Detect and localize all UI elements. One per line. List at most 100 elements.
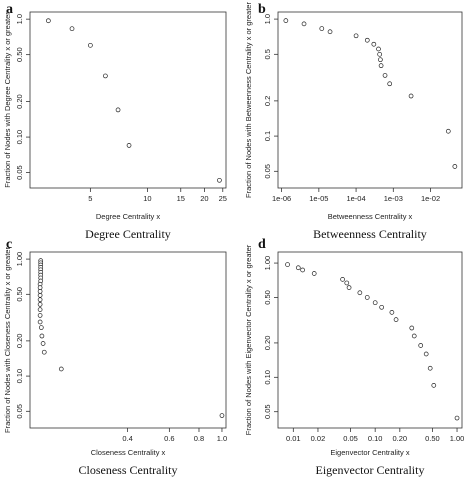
data-point — [364, 295, 370, 300]
data-point — [327, 29, 333, 35]
panel-d: d 0.01 0.02 0.05 0.10 0.20 0.50 1.00 1.00 0.50 0.2… — [244, 237, 464, 477]
data-point — [58, 366, 64, 372]
data-point — [378, 57, 383, 63]
panel-letter: c — [6, 237, 12, 252]
y-axis-label: Fraction of Nodes with Eigenvector Centr… — [244, 244, 253, 435]
x-axis-label: Degree Centrality x — [96, 212, 160, 221]
data-point — [37, 313, 43, 318]
x-axis-label: Eigenvector Centrality x — [330, 448, 409, 457]
x-tick-label: 1e-05 — [309, 194, 328, 203]
x-tick-label: 5 — [88, 194, 92, 203]
y-tick-label: 0.20 — [263, 336, 272, 351]
x-tick-label: 1e-02 — [421, 194, 440, 203]
x-tick-label: 0.4 — [122, 434, 132, 443]
panel-caption: Closeness Centrality — [79, 463, 178, 477]
x-tick-label: 1e-03 — [384, 194, 403, 203]
data-point — [408, 93, 414, 99]
data-point — [376, 46, 381, 52]
data-point — [37, 319, 43, 325]
data-point — [37, 302, 43, 307]
y-tick-label: 1.00 — [15, 252, 24, 267]
data-point — [418, 343, 424, 348]
y-tick-label: 0.10 — [263, 370, 272, 385]
plot-frame — [277, 11, 463, 189]
data-point — [126, 143, 132, 148]
data-point — [364, 37, 370, 43]
panel-letter: d — [258, 237, 266, 252]
panel-letter: a — [6, 2, 13, 17]
panel-caption: Betweenness Centrality — [313, 227, 427, 241]
panel-letter: b — [258, 2, 266, 17]
y-tick-label: 0.05 — [263, 404, 272, 419]
plot-frame — [29, 11, 227, 189]
data-point — [301, 21, 307, 27]
data-point — [103, 73, 108, 79]
data-point — [37, 292, 43, 298]
x-tick-label: 25 — [219, 194, 227, 203]
data-point — [357, 290, 363, 296]
y-tick-label: 0.05 — [15, 165, 24, 180]
data-point — [115, 107, 121, 113]
data-point — [295, 265, 301, 271]
x-axis-label: Closeness Centrality x — [91, 448, 166, 457]
x-tick-label: 1.00 — [450, 434, 465, 443]
y-tick-label: 0.05 — [15, 404, 24, 419]
data-point — [88, 42, 93, 48]
data-point — [38, 325, 44, 330]
y-tick-label: 1.0 — [15, 14, 24, 24]
x-tick-label: 0.02 — [311, 434, 326, 443]
plot-frame — [29, 251, 227, 429]
y-tick-label: 1.0 — [263, 14, 272, 24]
plot-frame — [277, 251, 463, 429]
x-tick-label: 0.01 — [286, 434, 301, 443]
y-tick-label: 0.20 — [15, 334, 24, 349]
data-point — [377, 51, 383, 57]
x-tick-label: 0.6 — [164, 434, 174, 443]
data-point — [69, 26, 75, 32]
data-point — [346, 285, 352, 290]
data-point — [344, 280, 350, 286]
data-point — [37, 289, 43, 294]
data-point — [431, 383, 437, 388]
data-point — [37, 297, 43, 303]
x-tick-label: 1e-04 — [346, 194, 365, 203]
x-tick-label: 10 — [143, 194, 151, 203]
y-tick-label: 0.20 — [15, 94, 24, 109]
panel-caption: Eigenvector Centrality — [316, 463, 425, 477]
data-point — [41, 349, 47, 355]
x-tick-label: 1e-06 — [272, 194, 291, 203]
data-point — [452, 164, 458, 169]
y-tick-label: 0.05 — [263, 164, 272, 179]
y-tick-label: 0.10 — [15, 369, 24, 384]
data-point — [353, 33, 359, 39]
data-point — [39, 333, 45, 339]
y-tick-label: 0.2 — [263, 96, 272, 106]
data-point — [285, 262, 290, 267]
data-point — [340, 277, 345, 282]
data-point — [372, 300, 378, 306]
x-tick-label: 1.0 — [217, 434, 227, 443]
data-point — [445, 128, 451, 134]
x-tick-label: 0.50 — [425, 434, 440, 443]
data-point — [387, 81, 393, 87]
data-point — [427, 365, 433, 371]
data-point — [423, 351, 429, 357]
y-axis-label: Fraction of Nodes with Betweenness Centr… — [244, 2, 253, 198]
data-point — [217, 177, 222, 183]
data-point — [454, 415, 460, 421]
data-point — [379, 304, 385, 310]
panel-a: a 5 10 15 20 25 1.0 0.50 0.20 0.10 0.05 Degree Cent… — [3, 2, 227, 241]
y-tick-label: 0.5 — [263, 49, 272, 59]
y-tick-label: 0.50 — [15, 287, 24, 302]
data-point — [37, 307, 43, 312]
x-tick-label: 0.8 — [194, 434, 204, 443]
data-point — [411, 333, 417, 339]
y-axis-label: Fraction of Nodes with Degree Centrality… — [3, 12, 12, 188]
data-point — [219, 413, 225, 418]
data-point — [283, 18, 289, 23]
y-tick-label: 0.1 — [263, 131, 272, 141]
data-point — [40, 341, 46, 346]
y-tick-label: 0.50 — [15, 47, 24, 62]
panel-caption: Degree Centrality — [85, 227, 171, 241]
x-axis-label: Betweenness Centrality x — [328, 212, 413, 221]
